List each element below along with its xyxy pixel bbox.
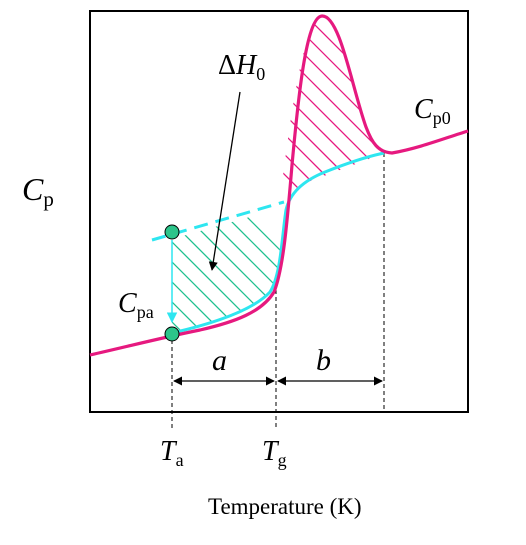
interval-a-label: a xyxy=(212,344,227,377)
interval-b-label: b xyxy=(316,344,331,377)
cpa-label: Cpa xyxy=(118,288,154,322)
cp0-label: Cp0 xyxy=(414,94,451,128)
x-axis-label: Temperature (K) xyxy=(208,494,362,519)
teal-hatch-region xyxy=(172,200,284,333)
lower-state-marker xyxy=(164,326,180,342)
guide-lines xyxy=(171,153,385,428)
delta-h-pointer-arrow xyxy=(208,91,241,271)
cyan-curve xyxy=(171,151,385,335)
tg-label: Tg xyxy=(262,436,287,470)
y-axis-label: Cp xyxy=(22,171,54,211)
delta-h0-label: ΔH0 xyxy=(218,50,265,84)
ta-label: Ta xyxy=(160,436,184,470)
upper-state-marker xyxy=(164,224,180,240)
magenta-curve xyxy=(89,14,469,357)
plot-frame xyxy=(89,10,469,413)
